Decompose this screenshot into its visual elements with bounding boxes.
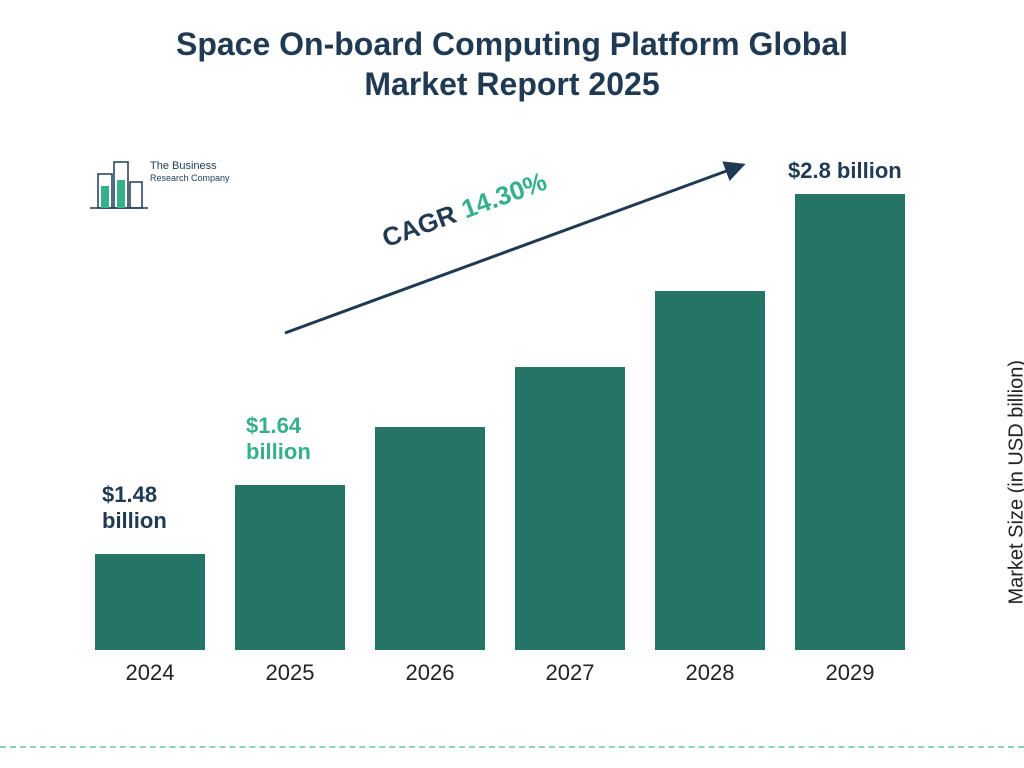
x-axis-label: 2025 — [220, 654, 360, 690]
x-axis-label: 2028 — [640, 654, 780, 690]
y-axis-label: Market Size (in USD billion) — [1006, 360, 1024, 605]
bar-2026 — [360, 427, 500, 650]
bar — [375, 427, 485, 650]
chart-title: Space On-board Computing Platform Global… — [0, 24, 1024, 104]
bar — [795, 194, 905, 650]
value-label: $2.8 billion — [788, 158, 902, 184]
bar-2027 — [500, 367, 640, 650]
x-axis-label: 2029 — [780, 654, 920, 690]
value-label: $1.64billion — [246, 413, 311, 466]
bar-2025 — [220, 485, 360, 650]
value-label: $1.48billion — [102, 482, 167, 535]
x-axis-label: 2027 — [500, 654, 640, 690]
footer-dashed-line — [0, 746, 1024, 748]
bar-2029 — [780, 194, 920, 650]
bar — [95, 554, 205, 650]
bar — [235, 485, 345, 650]
x-axis-label: 2024 — [80, 654, 220, 690]
bar-2024 — [80, 554, 220, 650]
x-axis-label: 2026 — [360, 654, 500, 690]
bar — [515, 367, 625, 650]
